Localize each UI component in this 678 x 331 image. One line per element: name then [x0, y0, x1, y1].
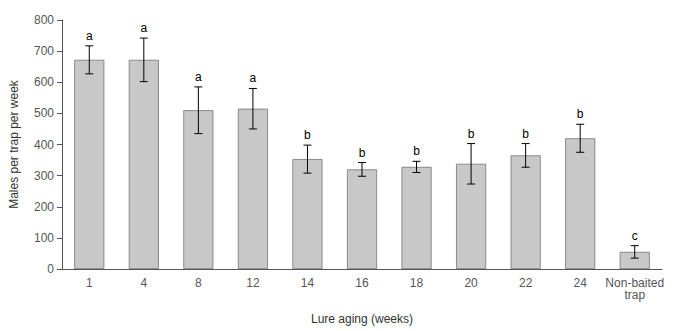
svg-text:c: c [632, 229, 638, 243]
svg-text:1: 1 [86, 276, 93, 290]
svg-text:Lure aging (weeks): Lure aging (weeks) [311, 312, 413, 326]
svg-text:b: b [413, 144, 420, 158]
svg-text:12: 12 [246, 276, 260, 290]
svg-text:Non-baited: Non-baited [605, 276, 665, 290]
svg-text:14: 14 [301, 276, 315, 290]
svg-text:800: 800 [34, 13, 54, 27]
svg-text:500: 500 [34, 106, 54, 120]
svg-text:200: 200 [34, 200, 54, 214]
svg-text:16: 16 [355, 276, 369, 290]
svg-text:22: 22 [519, 276, 533, 290]
svg-text:Males per trap per week: Males per trap per week [7, 79, 21, 209]
svg-text:a: a [195, 70, 202, 84]
svg-text:a: a [86, 29, 93, 43]
svg-text:700: 700 [34, 44, 54, 58]
svg-text:b: b [577, 107, 584, 121]
svg-text:100: 100 [34, 231, 54, 245]
svg-text:20: 20 [464, 276, 478, 290]
svg-text:b: b [359, 146, 366, 160]
svg-text:a: a [250, 71, 257, 85]
svg-text:a: a [140, 21, 147, 35]
svg-text:600: 600 [34, 75, 54, 89]
svg-text:300: 300 [34, 169, 54, 183]
svg-text:b: b [304, 128, 311, 142]
svg-text:400: 400 [34, 138, 54, 152]
svg-text:8: 8 [195, 276, 202, 290]
svg-text:24: 24 [574, 276, 588, 290]
svg-text:4: 4 [140, 276, 147, 290]
svg-text:b: b [468, 127, 475, 141]
svg-text:0: 0 [47, 262, 54, 276]
svg-text:b: b [522, 127, 529, 141]
svg-text:trap: trap [624, 288, 645, 302]
svg-text:18: 18 [410, 276, 424, 290]
